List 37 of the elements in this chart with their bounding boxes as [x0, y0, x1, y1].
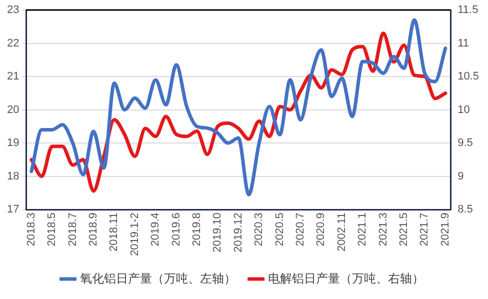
y-tick-label: 21: [6, 70, 20, 83]
y-tick-label: 18: [6, 170, 20, 182]
y-tick-label: 22: [6, 37, 20, 50]
x-tick-label: 2018.7: [66, 212, 79, 246]
x-tick-label: 2018.11: [108, 212, 120, 252]
x-tick-label: 2019.8: [191, 212, 204, 246]
y2-tick-label: 9.5: [458, 137, 473, 150]
x-tick-label: 2019.6: [170, 212, 182, 246]
y2-tick-label: 11.5: [458, 4, 478, 16]
y-tick-label: 20: [6, 104, 20, 116]
x-tick-label: 2021.1: [356, 212, 369, 246]
x-tick-label: 2021.9: [439, 212, 452, 246]
x-tick-label: 2019.1-2: [128, 212, 141, 256]
x-tick-label: 2018.9: [88, 212, 100, 246]
y-tick-label: 23: [6, 4, 20, 16]
legend-label: 电解铝日产量（万吨、右轴）: [268, 271, 424, 286]
x-tick-label: 2020.9: [315, 212, 328, 246]
y-tick-label: 19: [6, 137, 20, 150]
x-tick-label: 2020.7: [294, 212, 307, 246]
y2-tick-label: 9: [458, 170, 464, 182]
x-tick-label: 2021.5: [398, 212, 410, 246]
x-tick-label: 2021.7: [418, 212, 431, 246]
x-tick-label: 2019.4: [150, 212, 162, 246]
legend-label: 氧化铝日产量（万吨、左轴）: [80, 271, 236, 286]
x-tick-label: 2019.12: [232, 212, 244, 252]
x-tick-label: 2020.3: [253, 212, 266, 246]
y-tick-label: 17: [6, 204, 20, 216]
x-tick-label: 2018.5: [46, 212, 58, 246]
y2-tick-label: 10.5: [458, 70, 480, 83]
x-tick-label: 2021.3: [377, 212, 390, 246]
y2-tick-label: 11: [458, 37, 470, 50]
x-tick-label: 2002.11: [336, 212, 348, 252]
x-tick-label: 2020.5: [274, 212, 286, 246]
x-tick-label: 2019.10: [212, 212, 224, 252]
y2-tick-label: 8.5: [458, 204, 473, 216]
y2-tick-label: 10: [458, 104, 470, 116]
x-tick-label: 2018.3: [25, 212, 38, 246]
